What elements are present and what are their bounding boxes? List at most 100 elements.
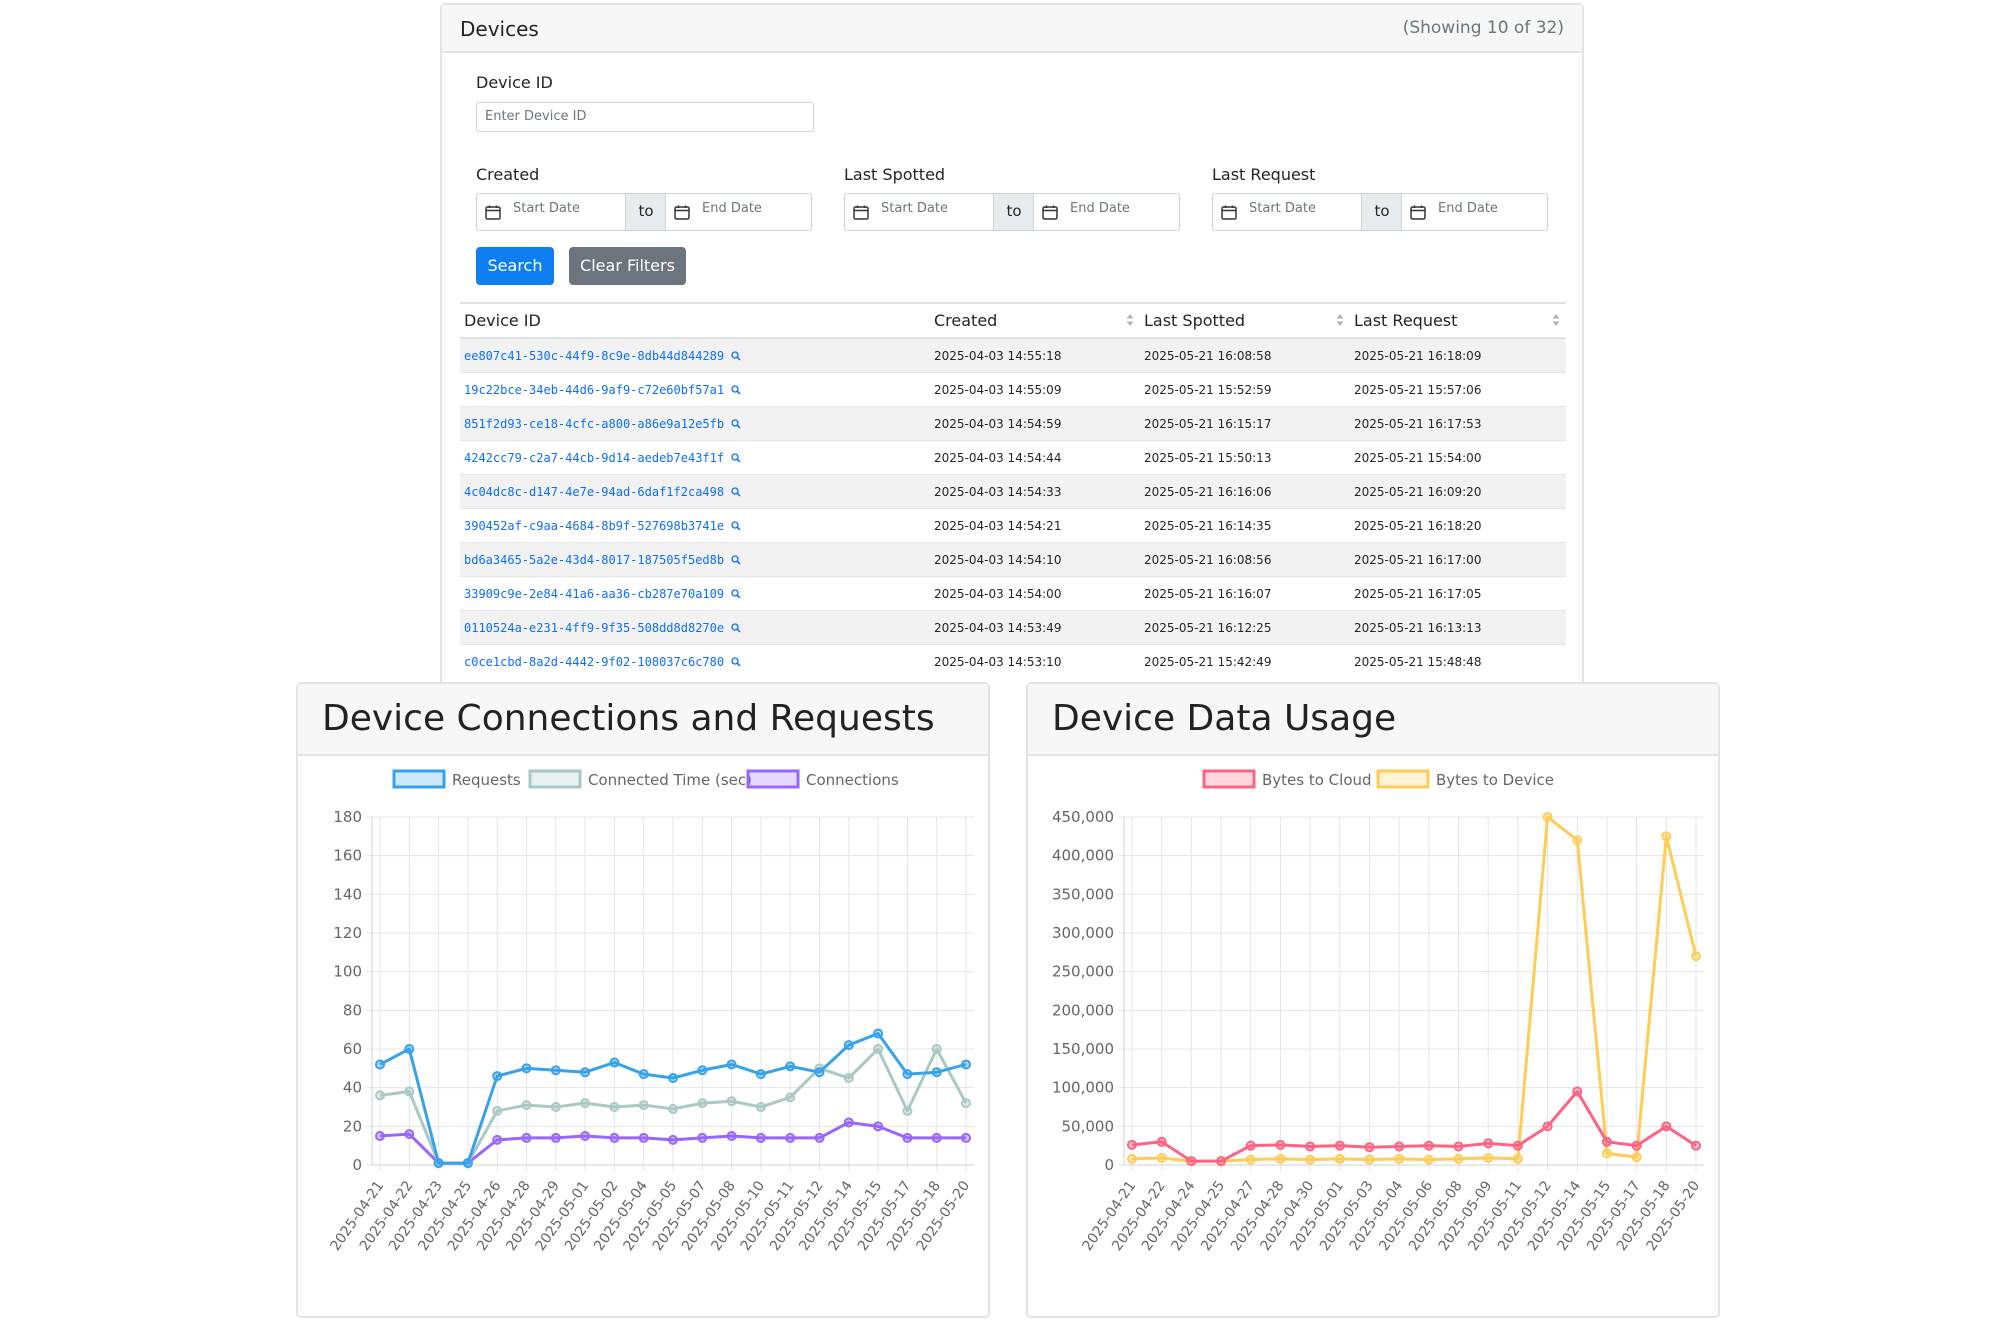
data-point xyxy=(1512,1140,1523,1151)
cell-spotted: 2025-05-21 16:16:07 xyxy=(1140,576,1350,611)
request-value: 2025-05-21 16:18:09 xyxy=(1354,348,1482,363)
data-point xyxy=(961,1098,971,1109)
last-request-start-date[interactable]: Start Date xyxy=(1212,193,1362,231)
column-header-created[interactable]: Created xyxy=(930,302,1140,339)
cell-id[interactable]: 19c22bce-34eb-44d6-9af9-c72e60bf57a1 xyxy=(460,372,930,407)
device-id-link[interactable]: 33909c9e-2e84-41a6-aa36-cb287e70a109 xyxy=(464,586,725,601)
cell-id[interactable]: 851f2d93-ce18-4cfc-a800-a86e9a12e5fb xyxy=(460,406,930,441)
device-id-input[interactable]: Enter Device ID xyxy=(476,102,814,132)
table-row: c0ce1cbd-8a2d-4442-9f02-108037c6c780 2025… xyxy=(460,644,1566,678)
data-point xyxy=(1216,1156,1227,1167)
data-point xyxy=(550,1132,561,1143)
device-id-link[interactable]: ee807c41-530c-44f9-8c9e-8db44d844289 xyxy=(464,348,725,363)
data-point xyxy=(1572,835,1583,846)
calendar-icon xyxy=(1221,205,1237,220)
y-tick-label: 0 xyxy=(1104,1156,1114,1174)
cell-id[interactable]: bd6a3465-5a2e-43d4-8017-187505f5ed8b xyxy=(460,542,930,577)
legend-swatch xyxy=(528,769,582,789)
legend-swatch xyxy=(1202,769,1256,789)
search-icon[interactable] xyxy=(731,657,741,667)
data-point xyxy=(1156,1136,1167,1147)
search-icon[interactable] xyxy=(731,385,741,395)
table-row: 4c04dc8c-d147-4e7e-94ad-6daf1f2ca498 2025… xyxy=(460,474,1566,509)
created-start-date[interactable]: Start Date xyxy=(476,193,626,231)
request-value: 2025-05-21 16:09:20 xyxy=(1354,484,1482,499)
y-tick-label: 60 xyxy=(343,1040,362,1058)
search-icon[interactable] xyxy=(731,419,741,429)
clear-filters-button[interactable]: Clear Filters xyxy=(569,247,686,285)
search-icon[interactable] xyxy=(731,351,741,361)
sort-icon xyxy=(1552,314,1560,326)
cell-id[interactable]: 4242cc79-c2a7-44cb-9d14-aedeb7e43f1f xyxy=(460,440,930,475)
cell-id[interactable]: 33909c9e-2e84-41a6-aa36-cb287e70a109 xyxy=(460,576,930,611)
table-row: 0110524a-e231-4ff9-9f35-508dd8d8270e 2025… xyxy=(460,610,1566,645)
column-header-device-id[interactable]: Device ID xyxy=(460,302,930,339)
data-point xyxy=(1423,1140,1434,1151)
spotted-value: 2025-05-21 16:08:58 xyxy=(1144,348,1272,363)
sort-icon xyxy=(1126,314,1134,326)
data-point xyxy=(1631,1140,1642,1151)
data-point xyxy=(404,1129,415,1140)
device-id-link[interactable]: 851f2d93-ce18-4cfc-a800-a86e9a12e5fb xyxy=(464,416,725,431)
data-point xyxy=(638,1069,649,1080)
data-point xyxy=(1394,1153,1405,1164)
last-spotted-start-date[interactable]: Start Date xyxy=(844,193,994,231)
cell-id[interactable]: ee807c41-530c-44f9-8c9e-8db44d844289 xyxy=(460,337,930,373)
device-id-link[interactable]: 4c04dc8c-d147-4e7e-94ad-6daf1f2ca498 xyxy=(464,484,725,499)
data-point xyxy=(404,1044,415,1054)
data-point xyxy=(1275,1153,1286,1164)
device-id-link[interactable]: bd6a3465-5a2e-43d4-8017-187505f5ed8b xyxy=(464,552,725,567)
y-tick-label: 40 xyxy=(343,1079,362,1097)
device-id-link[interactable]: 390452af-c9aa-4684-8b9f-527698b3741e xyxy=(464,518,725,533)
request-value: 2025-05-21 15:57:06 xyxy=(1354,382,1482,397)
cell-id[interactable]: 0110524a-e231-4ff9-9f35-508dd8d8270e xyxy=(460,610,930,645)
last-request-end-date[interactable]: End Date xyxy=(1401,193,1548,231)
data-point xyxy=(550,1065,561,1076)
cell-request: 2025-05-21 15:48:48 xyxy=(1350,644,1566,678)
device-id-link[interactable]: 19c22bce-34eb-44d6-9af9-c72e60bf57a1 xyxy=(464,382,725,397)
legend-label: Requests xyxy=(452,771,521,789)
last-spotted-end-date[interactable]: End Date xyxy=(1033,193,1180,231)
table-row: 390452af-c9aa-4684-8b9f-527698b3741e 2025… xyxy=(460,508,1566,543)
search-icon[interactable] xyxy=(731,555,741,565)
search-icon[interactable] xyxy=(731,623,741,633)
search-icon[interactable] xyxy=(731,453,741,463)
request-value: 2025-05-21 15:48:48 xyxy=(1354,654,1482,669)
column-header-last-spotted[interactable]: Last Spotted xyxy=(1140,302,1350,339)
data-point xyxy=(902,1069,913,1080)
search-icon[interactable] xyxy=(731,487,741,497)
data-point xyxy=(433,1158,444,1169)
data-point xyxy=(726,1131,737,1141)
data-usage-chart-title: Device Data Usage xyxy=(1052,698,1397,739)
data-point xyxy=(873,1044,884,1054)
device-id-link[interactable]: 0110524a-e231-4ff9-9f35-508dd8d8270e xyxy=(464,620,725,635)
search-icon[interactable] xyxy=(731,521,741,531)
cell-id[interactable]: 4c04dc8c-d147-4e7e-94ad-6daf1f2ca498 xyxy=(460,474,930,509)
request-value: 2025-05-21 15:54:00 xyxy=(1354,450,1482,465)
created-end-date[interactable]: End Date xyxy=(665,193,812,231)
connections-requests-chart: 0204060801001201401601802025-04-212025-0… xyxy=(327,769,974,1254)
cell-spotted: 2025-05-21 16:15:17 xyxy=(1140,406,1350,441)
column-header-last-request[interactable]: Last Request xyxy=(1350,302,1566,339)
data-point xyxy=(1127,1153,1137,1164)
last-request-date-range: Start Date to End Date xyxy=(1212,193,1548,231)
y-tick-label: 100 xyxy=(333,963,362,981)
device-id-link[interactable]: 4242cc79-c2a7-44cb-9d14-aedeb7e43f1f xyxy=(464,450,725,465)
spotted-value: 2025-05-21 16:14:35 xyxy=(1144,518,1272,533)
cell-spotted: 2025-05-21 15:50:13 xyxy=(1140,440,1350,475)
cell-request: 2025-05-21 15:57:06 xyxy=(1350,372,1566,407)
data-point xyxy=(375,1090,385,1101)
created-value: 2025-04-03 14:54:21 xyxy=(934,518,1062,533)
data-point xyxy=(609,1102,620,1112)
cell-id[interactable]: c0ce1cbd-8a2d-4442-9f02-108037c6c780 xyxy=(460,644,930,678)
cell-request: 2025-05-21 16:17:05 xyxy=(1350,576,1566,611)
search-button[interactable]: Search xyxy=(476,247,554,285)
cell-created: 2025-04-03 14:55:09 xyxy=(930,372,1140,407)
cell-id[interactable]: 390452af-c9aa-4684-8b9f-527698b3741e xyxy=(460,508,930,543)
end-date-placeholder: End Date xyxy=(1070,201,1130,216)
search-icon[interactable] xyxy=(731,589,741,599)
created-value: 2025-04-03 14:54:44 xyxy=(934,450,1062,465)
data-point xyxy=(1394,1141,1405,1152)
series-line xyxy=(1131,1090,1697,1163)
device-id-link[interactable]: c0ce1cbd-8a2d-4442-9f02-108037c6c780 xyxy=(464,654,725,669)
